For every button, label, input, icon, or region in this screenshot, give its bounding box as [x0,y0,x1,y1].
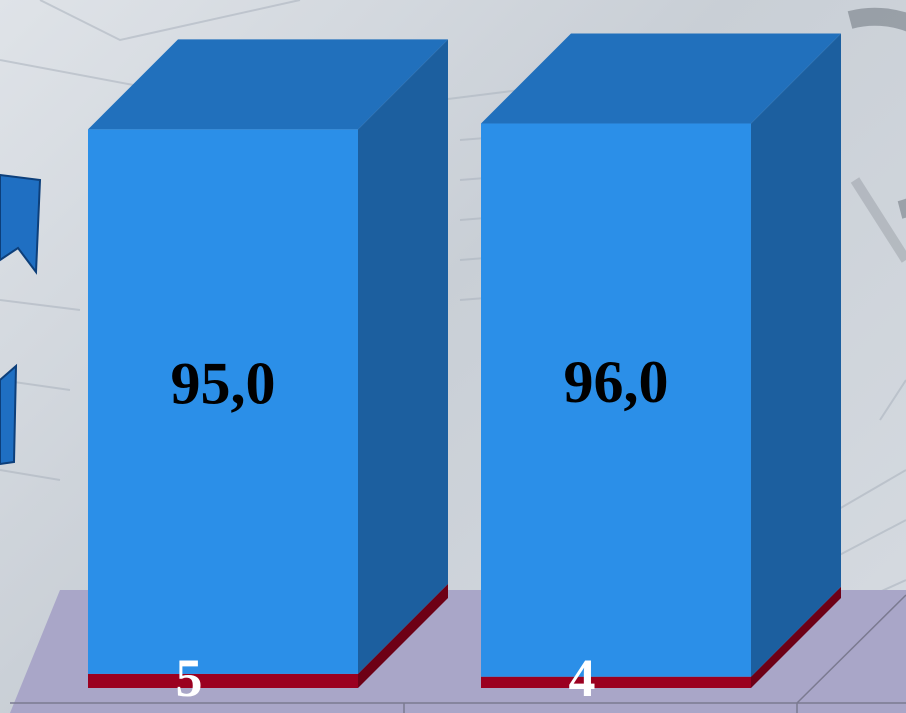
arrow-up-icon [0,363,18,466]
bar-segment-base-side [751,586,841,688]
bar-base-value-label: 4 [569,648,596,708]
ring-shape [847,7,906,219]
bar-segment-base-side [358,583,448,688]
arrow-up-icon [0,173,42,275]
bar-segment-main-side [751,33,841,677]
bar-segment-base [481,676,751,688]
bar-segment-main [88,129,358,674]
bar-segment-base [88,673,358,688]
bar-segment-main [481,123,751,677]
bar-base-value-label: 5 [176,648,203,708]
bar-top-face [88,39,448,130]
floor-divider [796,594,906,704]
bar-value-label: 96,0 [564,349,669,415]
bar-value-label: 95,0 [171,351,276,417]
bar-segment-main-side [358,39,448,674]
bar-top-face [481,33,841,124]
